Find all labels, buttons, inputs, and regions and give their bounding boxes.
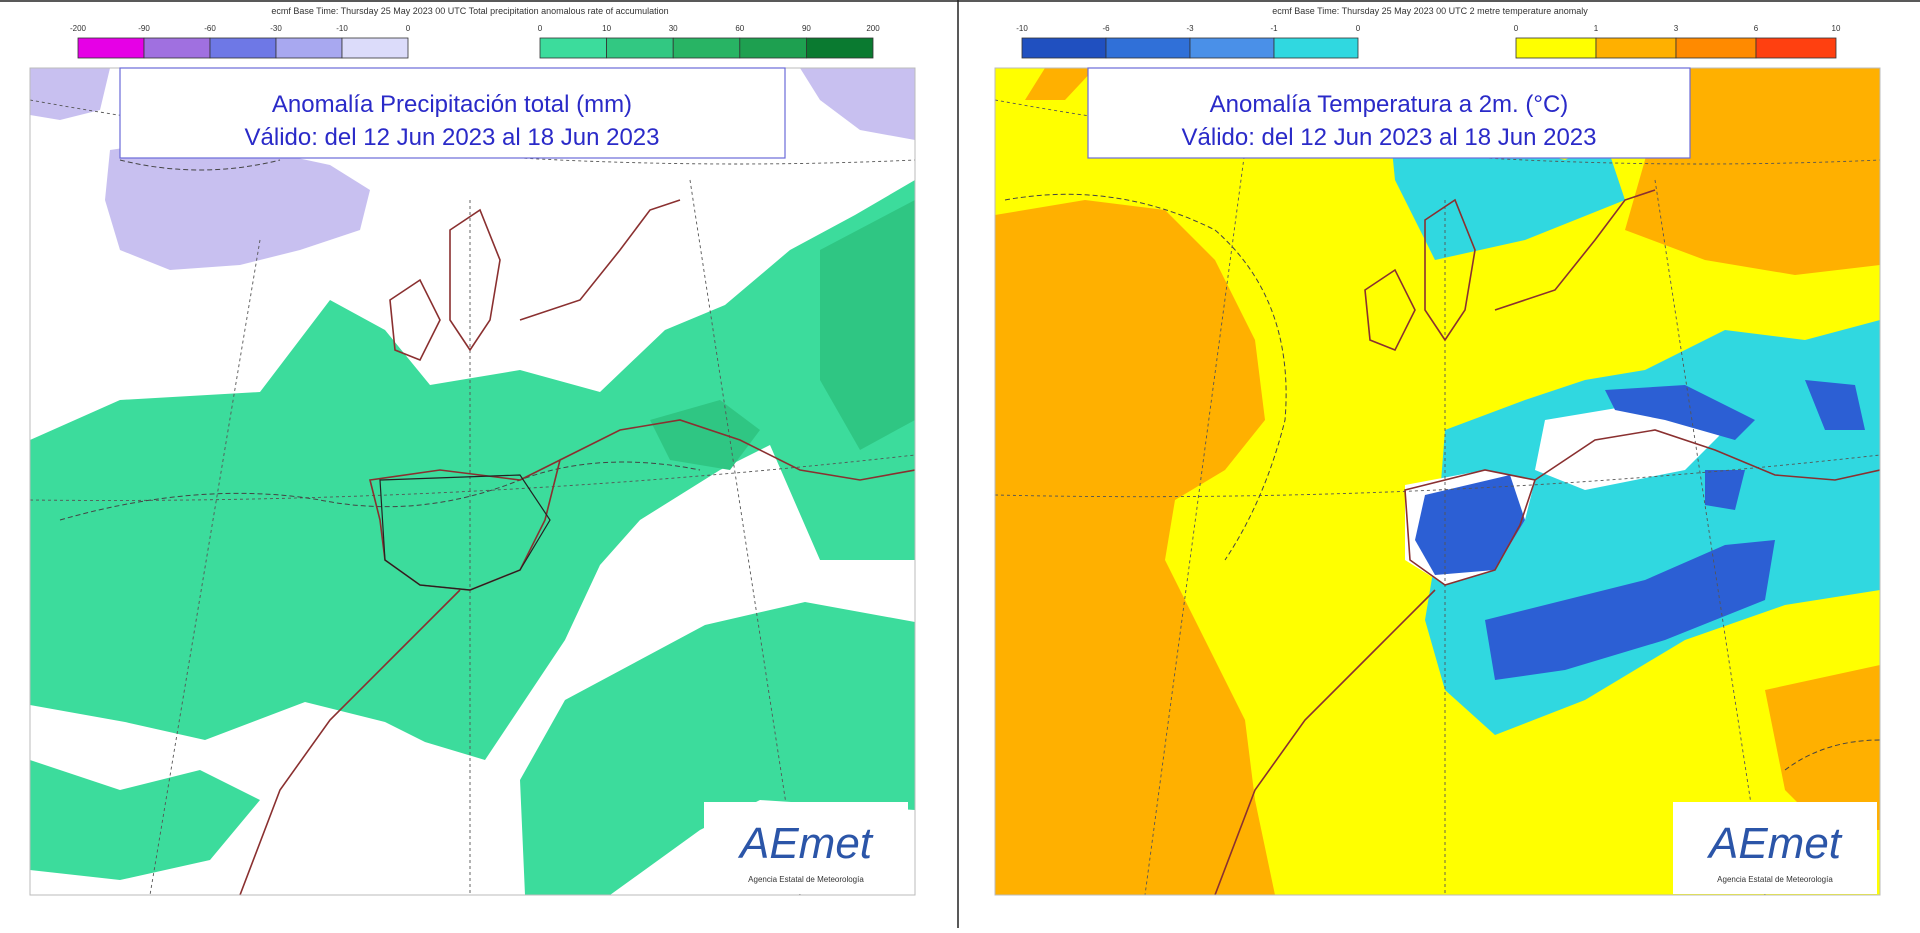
scale-label: 60 — [735, 24, 744, 33]
color-swatch — [1105, 37, 1191, 59]
logo-subtitle: Agencia Estatal de Meteorología — [1717, 875, 1833, 884]
panel-header: ecmf Base Time: Thursday 25 May 2023 00 … — [271, 6, 668, 16]
scale-label: 0 — [1514, 24, 1519, 33]
color-swatch — [1021, 37, 1107, 59]
color-swatch — [341, 37, 409, 59]
title-box — [119, 67, 786, 159]
color-swatch — [1675, 37, 1757, 59]
scale-label: 0 — [1356, 24, 1361, 33]
colorbars: -10 -6 -3 -1 0 0 1 3 6 10 — [1016, 24, 1841, 59]
scale-label: 10 — [602, 24, 611, 33]
map-title: Anomalía Precipitación total (mm) — [272, 91, 632, 118]
color-swatch — [143, 37, 211, 59]
logo-name: AEmet — [737, 819, 874, 868]
colorbars: -200 -90 -60 -30 -10 0 0 10 30 60 90 200 — [70, 24, 880, 59]
scale-label: 30 — [669, 24, 678, 33]
panel-header: ecmf Base Time: Thursday 25 May 2023 00 … — [1272, 6, 1588, 16]
map-subtitle: Válido: del 12 Jun 2023 al 18 Jun 2023 — [245, 124, 660, 151]
scale-label: 10 — [1832, 24, 1841, 33]
logo-box — [704, 802, 908, 894]
temperature-panel: ecmf Base Time: Thursday 25 May 2023 00 … — [994, 6, 1881, 896]
scale-label: 0 — [538, 24, 543, 33]
title-box — [1087, 67, 1691, 159]
color-swatch — [1595, 37, 1677, 59]
scale-label: 200 — [866, 24, 880, 33]
color-swatch — [1273, 37, 1359, 59]
logo: AEmet Agencia Estatal de Meteorología — [704, 802, 908, 894]
logo-box — [1673, 802, 1877, 894]
scale-label: 0 — [406, 24, 411, 33]
color-swatch — [209, 37, 277, 59]
scale-label: -10 — [1016, 24, 1028, 33]
scale-label: -30 — [270, 24, 282, 33]
scale-label: 1 — [1594, 24, 1599, 33]
color-swatch — [539, 37, 607, 59]
color-swatch — [672, 37, 741, 59]
color-swatch — [1189, 37, 1275, 59]
color-swatch — [77, 37, 145, 59]
map-subtitle: Válido: del 12 Jun 2023 al 18 Jun 2023 — [1182, 124, 1597, 151]
logo-subtitle: Agencia Estatal de Meteorología — [748, 875, 864, 884]
precipitation-panel: ecmf Base Time: Thursday 25 May 2023 00 … — [29, 6, 916, 896]
logo: AEmet Agencia Estatal de Meteorología — [1673, 802, 1877, 894]
scale-label: -90 — [138, 24, 150, 33]
scale-label: 90 — [802, 24, 811, 33]
scale-label: -60 — [204, 24, 216, 33]
map-title: Anomalía Temperatura a 2m. (°C) — [1210, 91, 1569, 118]
logo-name: AEmet — [1706, 819, 1843, 868]
scale-label: -3 — [1186, 24, 1194, 33]
color-swatch — [1515, 37, 1597, 59]
color-swatch — [606, 37, 674, 59]
scale-label: 6 — [1754, 24, 1759, 33]
color-swatch — [806, 37, 874, 59]
color-swatch — [275, 37, 343, 59]
color-swatch — [739, 37, 807, 59]
scale-label: -200 — [70, 24, 87, 33]
color-swatch — [1755, 37, 1837, 59]
map — [29, 67, 916, 896]
map — [994, 67, 1881, 896]
scale-label: -1 — [1270, 24, 1278, 33]
scale-label: -6 — [1102, 24, 1110, 33]
scale-label: -10 — [336, 24, 348, 33]
scale-label: 3 — [1674, 24, 1679, 33]
